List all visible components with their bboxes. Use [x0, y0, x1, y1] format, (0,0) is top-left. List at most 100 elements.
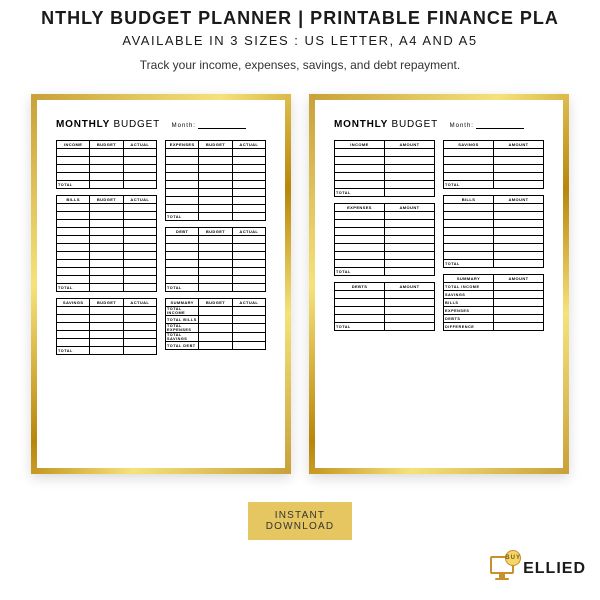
table-cell	[123, 204, 156, 212]
table-cell	[494, 165, 544, 173]
table-cell	[232, 173, 265, 181]
table-cell	[123, 331, 156, 339]
table-cell	[166, 197, 199, 205]
table-cell	[57, 149, 90, 157]
table-footer-label: TOTAL	[57, 181, 90, 189]
table-cell	[57, 323, 90, 331]
table-cell	[166, 252, 199, 260]
month-field: Month:	[450, 123, 524, 129]
table-cell	[90, 323, 123, 331]
table-cell	[90, 268, 123, 276]
table-cell	[123, 157, 156, 165]
table-cell	[335, 212, 385, 220]
table-row-label: TOTAL INCOME	[444, 283, 494, 291]
table-cell	[232, 197, 265, 205]
table-header: AMOUNT	[385, 283, 435, 291]
table-cell	[90, 165, 123, 173]
table-cell	[385, 268, 435, 276]
table-cell	[90, 181, 123, 189]
table-cell	[444, 149, 494, 157]
table-cell	[57, 276, 90, 284]
table-cell	[494, 212, 544, 220]
table-cell	[166, 165, 199, 173]
table-cell	[335, 236, 385, 244]
table-cell	[232, 324, 265, 333]
table-cell	[123, 181, 156, 189]
table-cell	[123, 149, 156, 157]
table-cell	[166, 205, 199, 213]
table-cell	[385, 260, 435, 268]
table-cell	[232, 268, 265, 276]
table-cell	[57, 228, 90, 236]
table-cell	[123, 252, 156, 260]
download-badge-wrap: INSTANT DOWNLOAD	[0, 502, 600, 540]
table-cell	[494, 157, 544, 165]
table-cell	[199, 236, 232, 244]
table-header: DEBTS	[335, 283, 385, 291]
table-cell	[232, 316, 265, 324]
badge-line1: INSTANT	[266, 510, 335, 521]
table-cell	[494, 315, 544, 323]
table-cell	[90, 276, 123, 284]
table-header: ACTUAL	[123, 141, 156, 149]
table-cell	[335, 149, 385, 157]
table-cell	[166, 189, 199, 197]
table-cell	[385, 236, 435, 244]
table-footer-label: TOTAL	[335, 268, 385, 276]
table-cell	[335, 260, 385, 268]
page-title-strong: MONTHLY	[334, 119, 388, 130]
table-cell	[444, 165, 494, 173]
table-cell	[385, 299, 435, 307]
table-header: BUDGET	[199, 228, 232, 236]
table-cell	[199, 324, 232, 333]
sizes-line: AVAILABLE IN 3 SIZES : US LETTER, A4 AND…	[10, 33, 590, 48]
table-cell	[199, 197, 232, 205]
table-cell	[385, 244, 435, 252]
table-header: AMOUNT	[494, 275, 544, 283]
table-cell	[57, 315, 90, 323]
instant-download-badge: INSTANT DOWNLOAD	[248, 502, 353, 540]
table-cell	[90, 307, 123, 315]
table-header: EXPENSES	[166, 141, 199, 149]
table-cell	[57, 236, 90, 244]
table-cell	[90, 228, 123, 236]
table-cell	[123, 173, 156, 181]
monitor-icon: BUY	[485, 552, 519, 586]
table-cell	[166, 173, 199, 181]
table-cell	[90, 212, 123, 220]
table-header: ACTUAL	[232, 228, 265, 236]
table-header: AMOUNT	[385, 141, 435, 149]
budget-table: DEBTSAMOUNTTOTAL	[334, 282, 435, 331]
table-cell	[494, 291, 544, 299]
table-cell	[232, 252, 265, 260]
budget-table: SAVINGSBUDGETACTUALTOTAL	[56, 298, 157, 355]
table-cell	[90, 284, 123, 292]
table-cell	[232, 149, 265, 157]
table-header: SUMMARY	[166, 299, 199, 307]
table-cell	[166, 236, 199, 244]
product-header: NTHLY BUDGET PLANNER | PRINTABLE FINANCE…	[0, 0, 600, 76]
table-cell	[199, 189, 232, 197]
table-cell	[123, 323, 156, 331]
table-cell	[57, 331, 90, 339]
table-cell	[199, 149, 232, 157]
table-cell	[444, 252, 494, 260]
table-cell	[335, 181, 385, 189]
table-cell	[385, 291, 435, 299]
table-cell	[199, 307, 232, 316]
budget-table: EXPENSESBUDGETACTUALTOTAL	[165, 140, 266, 221]
table-cell	[166, 181, 199, 189]
table-cell	[444, 212, 494, 220]
table-header: EXPENSES	[335, 204, 385, 212]
table-cell	[123, 244, 156, 252]
page-title: MONTHLY BUDGET	[334, 119, 442, 130]
table-cell	[90, 347, 123, 355]
table-cell	[57, 157, 90, 165]
table-cell	[90, 339, 123, 347]
table-header: AMOUNT	[494, 196, 544, 204]
table-cell	[123, 236, 156, 244]
table-cell	[335, 165, 385, 173]
table-cell	[444, 220, 494, 228]
table-cell	[123, 228, 156, 236]
table-cell	[166, 276, 199, 284]
